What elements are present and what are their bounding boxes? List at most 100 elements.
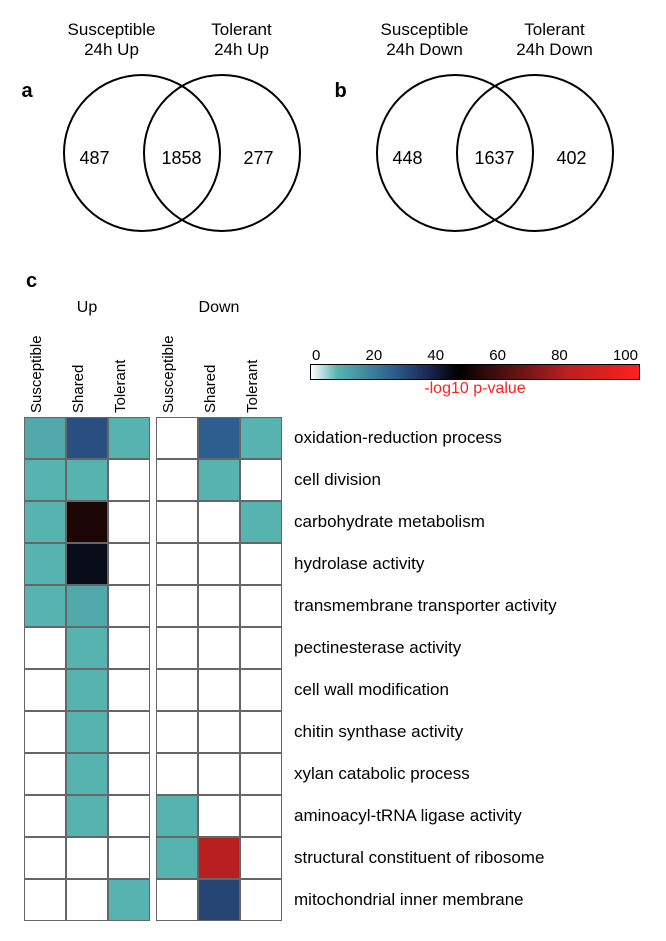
heatmap-cell <box>108 543 150 585</box>
venn-a-left-line2: 24h Up <box>84 40 139 59</box>
venn-b-right-line2: 24h Down <box>516 40 593 59</box>
heatmap-row <box>24 627 282 669</box>
heatmap-cell <box>66 669 108 711</box>
legend-tick: 80 <box>551 347 568 364</box>
legend-tick: 100 <box>613 347 638 364</box>
row-label: cell wall modification <box>294 669 557 711</box>
heatmap-cell <box>198 627 240 669</box>
heatmap-cell <box>156 585 198 627</box>
heatmap-cell <box>156 879 198 921</box>
venn-b-left-label: Susceptible 24h Down <box>355 20 495 61</box>
heatmap-cell <box>240 795 282 837</box>
heatmap-cell <box>240 459 282 501</box>
heatmap-cell <box>108 795 150 837</box>
heatmap-cell <box>240 417 282 459</box>
col-header: Tolerant <box>240 323 282 413</box>
heatmap-cell <box>24 669 66 711</box>
heatmap-cell <box>198 669 240 711</box>
panel-letter-c: c <box>26 270 646 293</box>
heatmap-cell <box>240 543 282 585</box>
heatmap-row <box>24 837 282 879</box>
venn-a-right-label: Tolerant 24h Up <box>172 20 312 61</box>
heatmap-row <box>24 669 282 711</box>
venn-panel-a: Susceptible 24h Up Tolerant 24h Up a 487… <box>22 20 332 240</box>
col-headers: SusceptibleSharedTolerantSusceptibleShar… <box>24 323 282 413</box>
heatmap-cell <box>156 501 198 543</box>
heatmap-cell <box>24 795 66 837</box>
heatmap-cell <box>156 753 198 795</box>
panel-letter-a: a <box>22 80 33 103</box>
row-label: chitin synthase activity <box>294 711 557 753</box>
heatmap-cell <box>24 585 66 627</box>
heatmap-cell <box>24 879 66 921</box>
heatmap-cell <box>108 585 150 627</box>
legend-tick: 60 <box>489 347 506 364</box>
heatmap-cell <box>66 837 108 879</box>
row-label: hydrolase activity <box>294 543 557 585</box>
heatmap-cell <box>108 627 150 669</box>
heatmap-cell <box>108 753 150 795</box>
heatmap-cell <box>198 879 240 921</box>
heatmap-row <box>24 711 282 753</box>
legend-tick: 40 <box>427 347 444 364</box>
heatmap-cell <box>66 879 108 921</box>
heatmap-cell <box>108 711 150 753</box>
heatmap-cell <box>66 585 108 627</box>
heatmap-cell <box>198 837 240 879</box>
heatmap-cell <box>240 753 282 795</box>
heatmap-cell <box>24 501 66 543</box>
group-label-down: Down <box>156 299 282 319</box>
group-labels: Up Down <box>24 299 282 319</box>
venn-a-left-value: 487 <box>80 148 110 169</box>
venn-b-right-line1: Tolerant <box>524 20 584 39</box>
heatmap-cell <box>108 879 150 921</box>
heatmap-cell <box>240 585 282 627</box>
col-header: Tolerant <box>108 323 150 413</box>
heatmap-cell <box>198 795 240 837</box>
heatmap-cell <box>108 501 150 543</box>
heatmap-cell <box>66 501 108 543</box>
heatmap-cell <box>198 585 240 627</box>
heatmap-cell <box>156 627 198 669</box>
panel-letter-b: b <box>335 80 347 103</box>
heatmap-row <box>24 543 282 585</box>
venn-a-left-line1: Susceptible <box>68 20 156 39</box>
venn-b-left-value: 448 <box>393 148 423 169</box>
heatmap-cell <box>108 669 150 711</box>
col-header-text: Tolerant <box>112 360 129 413</box>
heatmap-row <box>24 795 282 837</box>
heatmap-cell <box>24 543 66 585</box>
heatmap-cell <box>240 711 282 753</box>
venn-row: Susceptible 24h Up Tolerant 24h Up a 487… <box>20 20 646 240</box>
heatmap-cell <box>240 501 282 543</box>
venn-b-mid-value: 1637 <box>475 148 515 169</box>
heatmap-cell <box>198 459 240 501</box>
heatmap-row <box>24 879 282 921</box>
heatmap-cell <box>240 669 282 711</box>
venn-panel-b: Susceptible 24h Down Tolerant 24h Down b… <box>335 20 645 240</box>
heatmap-cell <box>156 417 198 459</box>
row-labels: oxidation-reduction processcell division… <box>294 417 557 921</box>
heatmap-grid <box>24 417 282 921</box>
row-label: pectinesterase activity <box>294 627 557 669</box>
col-header: Susceptible <box>24 323 66 413</box>
heatmap-cell <box>198 711 240 753</box>
venn-a-left-label: Susceptible 24h Up <box>42 20 182 61</box>
heatmap-cell <box>240 879 282 921</box>
heatmap-cell <box>108 837 150 879</box>
legend-title: -log10 p-value <box>310 380 640 398</box>
venn-a-right-line2: 24h Up <box>214 40 269 59</box>
venn-b-right-value: 402 <box>557 148 587 169</box>
legend-bar <box>310 364 640 380</box>
heatmap-row <box>24 753 282 795</box>
col-header-text: Shared <box>70 365 87 413</box>
heatmap-cell <box>156 795 198 837</box>
row-label: transmembrane transporter activity <box>294 585 557 627</box>
heatmap-cell <box>66 417 108 459</box>
heatmap-cell <box>156 837 198 879</box>
legend-tick: 0 <box>312 347 320 364</box>
row-label: mitochondrial inner membrane <box>294 879 557 921</box>
heatmap-cell <box>66 753 108 795</box>
colorbar-legend: 020406080100 -log10 p-value <box>310 347 640 398</box>
legend-ticks: 020406080100 <box>310 347 640 364</box>
